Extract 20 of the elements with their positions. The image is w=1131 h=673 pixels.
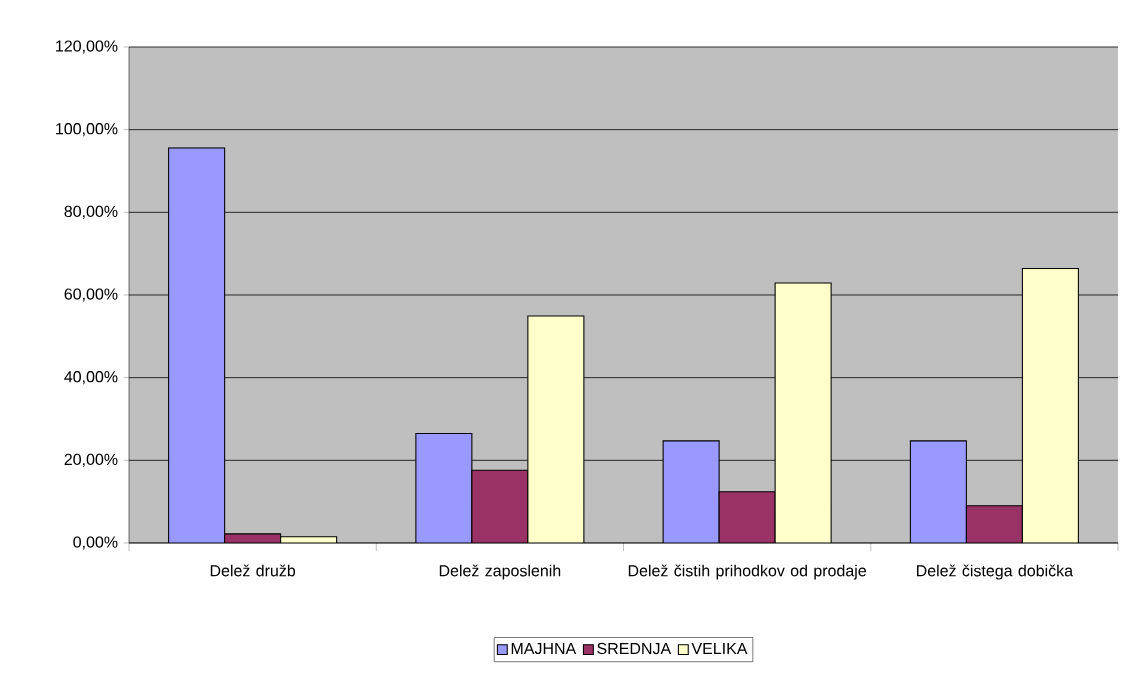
x-tick-label: Delež zaposlenih: [439, 564, 561, 580]
bar: [965, 505, 1023, 543]
bar: [471, 469, 529, 543]
x-tick-label: Delež čistih prihodkov od prodaje: [628, 564, 866, 580]
legend-label: VELIKA: [691, 642, 748, 654]
y-tick-label: 20,00%: [64, 453, 118, 467]
legend-label: SREDNJA: [597, 642, 672, 655]
y-tick-label: 60,00%: [64, 288, 118, 302]
bar: [527, 315, 585, 543]
bar: [1021, 268, 1079, 543]
y-tick-label: 120,00%: [56, 40, 118, 54]
x-tick-label: Delež čistega dobička: [916, 564, 1074, 580]
legend-label: MAJHNA: [511, 642, 577, 655]
x-tick-label: Delež družb: [210, 564, 296, 577]
y-tick-label: 100,00%: [56, 123, 118, 137]
y-tick-label: 80,00%: [64, 205, 118, 219]
y-tick-label: 40,00%: [64, 371, 118, 385]
bar: [774, 282, 832, 543]
y-tick-label: 0,00%: [73, 536, 118, 550]
bar: [718, 491, 776, 543]
